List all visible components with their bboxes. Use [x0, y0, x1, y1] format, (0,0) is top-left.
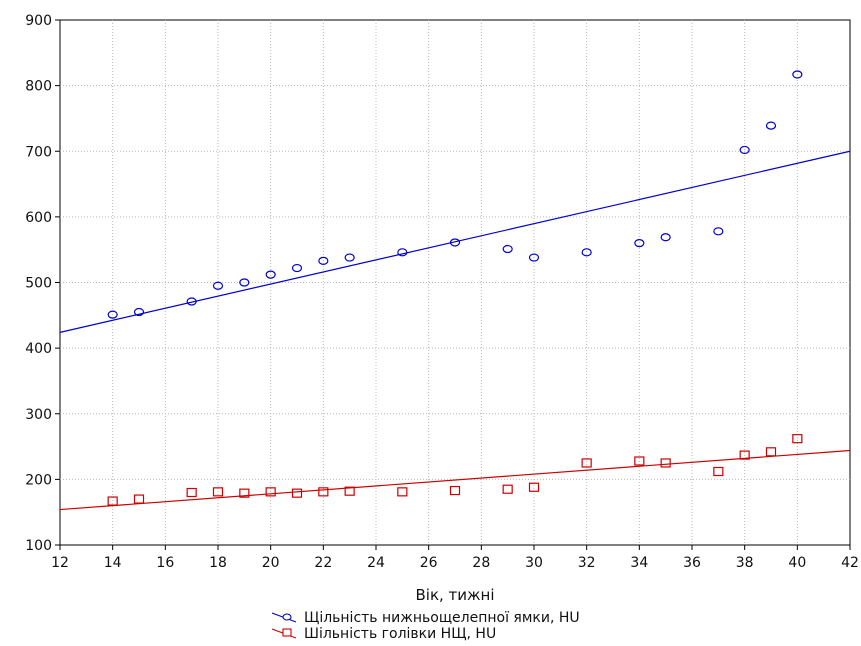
- data-point-circle: [502, 244, 513, 254]
- data-point-circle: [739, 145, 750, 155]
- data-point-square: [318, 487, 329, 497]
- data-point-square: [186, 487, 197, 498]
- y-tick-label: 500: [25, 276, 52, 292]
- x-tick-label: 40: [788, 555, 806, 571]
- x-tick-label: 14: [104, 555, 122, 571]
- data-point-square: [660, 458, 671, 468]
- data-point-square: [397, 487, 408, 497]
- data-point-circle: [212, 281, 224, 290]
- trend-layer: [59, 150, 851, 511]
- data-point-square: [502, 484, 513, 494]
- y-tick-label: 100: [25, 538, 52, 554]
- data-point-square: [528, 482, 540, 492]
- data-point-square: [344, 486, 355, 496]
- y-tick-label: 700: [25, 144, 52, 160]
- x-tick-label: 38: [736, 555, 754, 571]
- plot-area: [59, 19, 851, 546]
- data-point-square: [634, 456, 645, 466]
- data-point-circle: [107, 310, 118, 319]
- x-tick-label: 42: [841, 555, 859, 571]
- y-tick-label: 300: [25, 407, 52, 423]
- trend-line-series-2: [59, 449, 851, 511]
- x-tick-label: 24: [367, 555, 385, 571]
- points-layer: [107, 70, 803, 506]
- y-tick-label: 800: [25, 79, 52, 95]
- legend-circle-marker: [282, 613, 292, 621]
- x-tick-label: 36: [683, 555, 701, 571]
- x-tick-label: 16: [156, 555, 174, 571]
- x-tick-label: 34: [630, 555, 648, 571]
- data-point-square: [449, 485, 461, 496]
- data-point-circle: [660, 233, 671, 242]
- data-point-square: [792, 434, 803, 444]
- x-tick-label: 12: [51, 555, 69, 571]
- y-tick-label: 400: [25, 341, 52, 357]
- x-tick-label: 28: [472, 555, 490, 571]
- y-tick-label: 600: [25, 210, 52, 226]
- data-point-square: [765, 447, 777, 457]
- data-point-circle: [344, 253, 355, 262]
- data-point-square: [265, 487, 276, 497]
- x-tick-labels: 12 14 16 18 20 22 24 26 28 30 32 34 36 38 40 42: [51, 555, 859, 571]
- data-point-circle: [581, 248, 592, 257]
- data-point-square: [212, 487, 224, 497]
- grid-layer: [55, 19, 851, 550]
- data-point-square: [239, 488, 250, 498]
- data-point-circle: [397, 248, 408, 257]
- data-point-circle: [186, 297, 197, 306]
- data-point-square: [291, 488, 303, 498]
- data-point-square: [133, 494, 145, 504]
- data-point-circle: [291, 263, 303, 273]
- x-axis-title: Вік, тижні: [415, 586, 494, 604]
- data-point-circle: [713, 227, 724, 236]
- trend-line-series-1: [59, 150, 851, 333]
- x-tick-label: 32: [578, 555, 596, 571]
- y-tick-label: 200: [25, 472, 52, 488]
- x-tick-label: 20: [262, 555, 280, 571]
- data-point-square: [581, 458, 592, 468]
- x-tick-label: 26: [420, 555, 438, 571]
- x-tick-label: 22: [314, 555, 332, 571]
- data-point-circle: [792, 70, 803, 79]
- data-point-circle: [634, 239, 645, 248]
- legend-label: Щільність нижньощелепної ямки, HU: [304, 610, 580, 626]
- data-point-circle: [265, 270, 276, 279]
- data-point-circle: [133, 307, 145, 317]
- data-point-circle: [318, 256, 329, 265]
- data-point-circle: [765, 121, 777, 130]
- data-point-circle: [528, 253, 540, 262]
- legend-square-marker: [282, 628, 292, 637]
- legend: Щільність нижньощелепної ямки, HUШільніс…: [271, 610, 580, 642]
- x-tick-label: 30: [525, 555, 543, 571]
- data-point-square: [713, 466, 724, 477]
- data-point-circle: [239, 278, 250, 287]
- y-tick-label: 900: [25, 13, 52, 29]
- data-point-circle: [449, 238, 461, 247]
- x-tick-label: 18: [209, 555, 227, 571]
- data-point-square: [107, 496, 118, 506]
- legend-label: Шільність голівки НЩ, HU: [304, 626, 496, 642]
- data-point-square: [739, 450, 750, 460]
- y-tick-labels: 100 200 300 400 500 600 700 800 900: [25, 13, 52, 554]
